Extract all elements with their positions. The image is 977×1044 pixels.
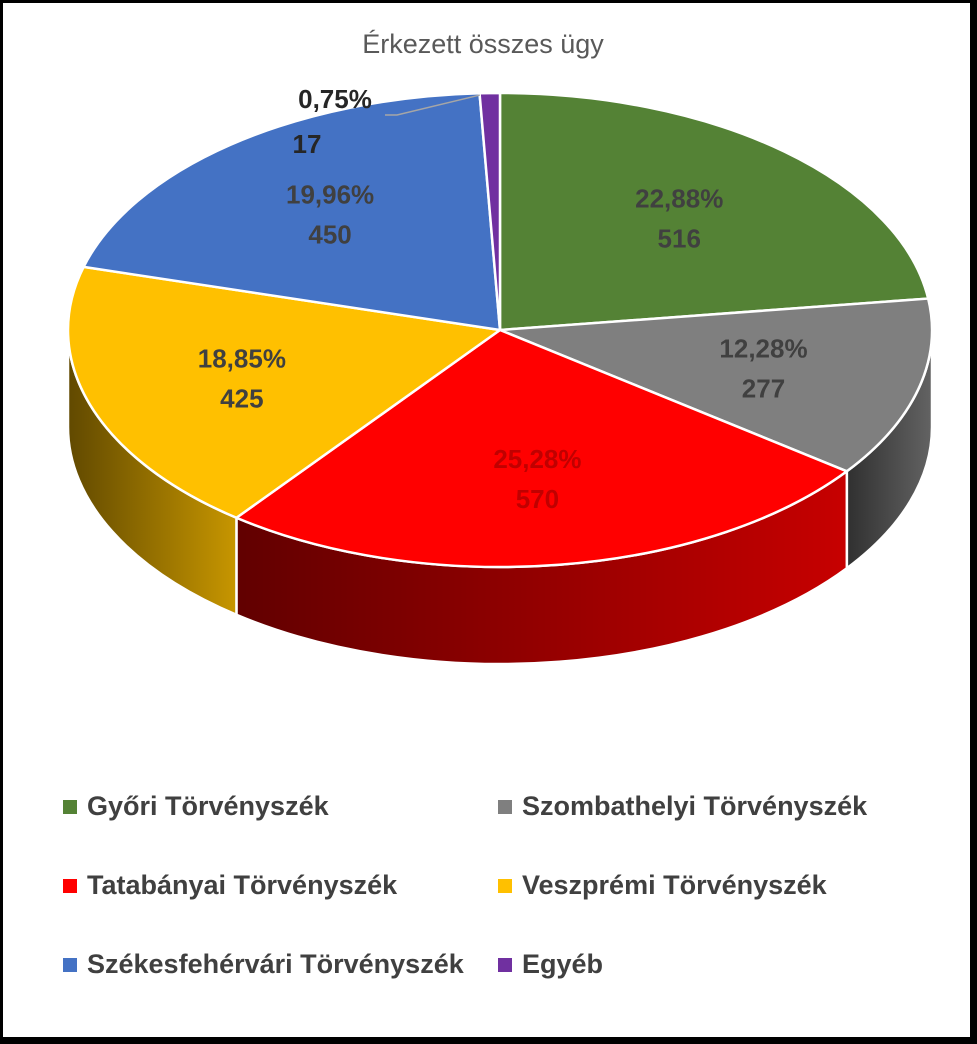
legend-swatch-gyori-torvenyszek [63, 800, 77, 814]
data-label-percent-szekesfehervari-torvenyszek: 19,96% [286, 179, 374, 209]
chart-area: Érkezett összes ügy 22,88% 516 12,28% 277 25… [3, 3, 970, 1037]
legend-label-egyeb: Egyéb [522, 949, 603, 979]
slice-veszpremi-torvenyszek [66, 265, 502, 520]
data-labels: 22,88% 516 12,28% 277 25,28% 570 18,85% 425 19,9… [198, 84, 808, 514]
legend-swatch-tatabanyai-torvenyszek [63, 879, 77, 893]
data-label-percent-veszpremi-torvenyszek: 18,85% [198, 343, 286, 373]
leader-line-egyeb [385, 94, 480, 116]
leader-lines [385, 94, 480, 116]
slice-szombathelyi-torvenyszek [498, 297, 934, 473]
legend-label-gyori-torvenyszek: Győri Törvényszék [87, 791, 330, 821]
data-label-percent-gyori-torvenyszek: 22,88% [635, 184, 723, 214]
pie-slices [66, 91, 934, 569]
data-label-value-egyeb: 17 [293, 129, 322, 159]
pie-chart: Érkezett összes ügy 22,88% 516 12,28% 277 25… [63, 29, 934, 979]
data-label-value-szekesfehervari-torvenyszek: 450 [308, 219, 351, 249]
legend-label-tatabanyai-torvenyszek: Tatabányai Törvényszék [87, 870, 398, 900]
slice-szekesfehervari-torvenyszek [82, 92, 502, 332]
data-label-value-gyori-torvenyszek: 516 [658, 224, 701, 254]
legend-label-szombathelyi-torvenyszek: Szombathelyi Törvényszék [522, 791, 868, 821]
legend-swatch-veszpremi-torvenyszek [498, 879, 512, 893]
data-label-percent-egyeb: 0,75% [298, 84, 372, 114]
data-label-value-szombathelyi-torvenyszek: 277 [742, 373, 785, 403]
data-label-value-veszpremi-torvenyszek: 425 [220, 383, 263, 413]
data-label-value-tatabanyai-torvenyszek: 570 [516, 484, 559, 514]
data-label-percent-szombathelyi-torvenyszek: 12,28% [719, 333, 807, 363]
legend-label-veszpremi-torvenyszek: Veszprémi Törvényszék [522, 870, 828, 900]
legend-swatch-szekesfehervari-torvenyszek [63, 958, 77, 972]
legend-swatch-egyeb [498, 958, 512, 972]
slice-tatabanyai-torvenyszek [235, 328, 849, 569]
chart-title: Érkezett összes ügy [362, 29, 604, 59]
data-label-percent-tatabanyai-torvenyszek: 25,28% [493, 444, 581, 474]
slice-egyeb [478, 91, 502, 332]
legend-label-szekesfehervari-torvenyszek: Székesfehérvári Törvényszék [87, 949, 465, 979]
slice-gyori-torvenyszek [498, 91, 930, 332]
legend: Győri Törvényszék Szombathelyi Törvényszé… [63, 791, 868, 979]
legend-swatch-szombathelyi-torvenyszek [498, 800, 512, 814]
